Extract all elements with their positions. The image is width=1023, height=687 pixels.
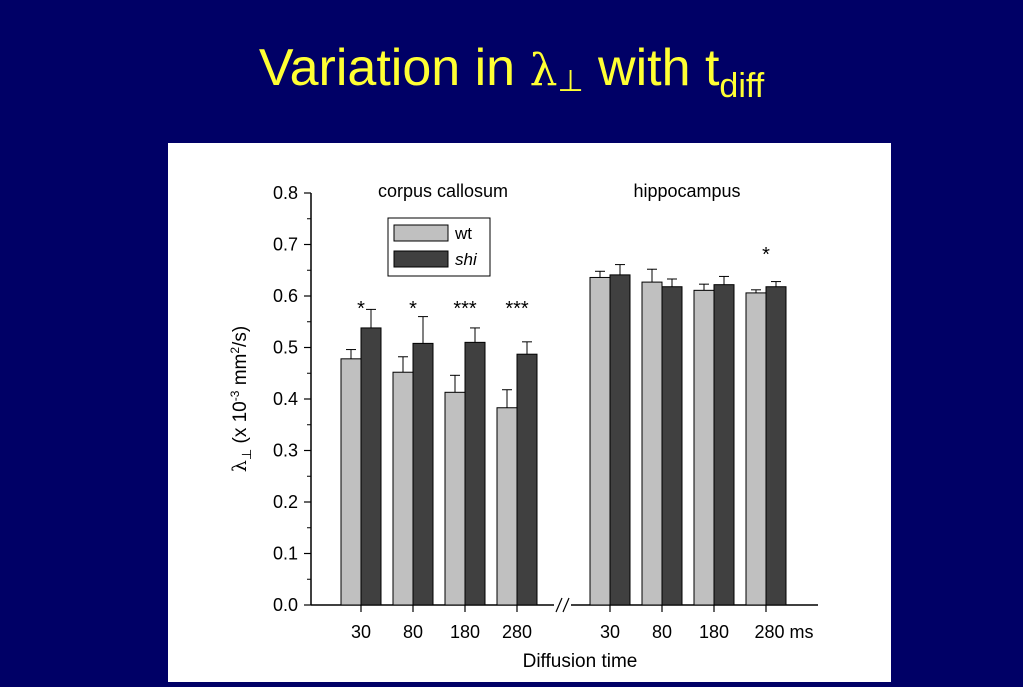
x-tick-label: 80 — [652, 622, 672, 642]
y-axis-label-part: (x 10 — [230, 401, 251, 449]
x-tick-label: 30 — [600, 622, 620, 642]
significance-mark: * — [409, 298, 417, 320]
x-tick-label: 30 — [351, 622, 371, 642]
y-axis-label-part: -3 — [228, 390, 242, 401]
y-tick-label: 0.0 — [273, 595, 298, 615]
x-tick-label: 180 — [699, 622, 729, 642]
title-text: Variation in — [258, 39, 530, 97]
bar-shi — [360, 327, 382, 606]
bar-shi — [661, 286, 683, 606]
x-axis-label: Diffusion time — [523, 651, 638, 672]
x-tick-label: 180 — [450, 622, 480, 642]
axis-break-mark — [562, 597, 570, 613]
title-perp: ⊥ — [557, 65, 584, 98]
legend-swatch-shi — [393, 250, 449, 268]
significance-mark: *** — [453, 298, 477, 320]
bar-shi — [765, 286, 787, 606]
bar-wt — [693, 289, 715, 606]
bar-shi — [713, 284, 735, 606]
bar-shi — [412, 342, 434, 606]
y-axis-label-part: /s) — [230, 326, 251, 347]
significance-mark: * — [357, 298, 365, 320]
bar-wt — [444, 391, 466, 606]
x-tick-label: 280 ms — [754, 622, 813, 642]
title-text-2: with t — [583, 39, 720, 97]
slide-title: Variation in λ⊥ with tdiff — [0, 38, 1023, 106]
y-tick-label: 0.3 — [273, 441, 298, 461]
x-tick-label: 280 — [502, 622, 532, 642]
bar-wt — [392, 371, 414, 606]
bar-wt — [589, 276, 611, 606]
x-tick-label: 80 — [403, 622, 423, 642]
y-tick-label: 0.2 — [273, 492, 298, 512]
y-tick-label: 0.4 — [273, 389, 298, 409]
bar-chart: 0.0 0.1 0.2 0.3 0.4 0.5 0.6 0.7 0.8 30 * 80 * 180 *** 2… — [228, 181, 818, 672]
significance-mark: *** — [505, 298, 529, 320]
group-label: corpus callosum — [378, 181, 508, 201]
y-tick-label: 0.1 — [273, 544, 298, 564]
bar-shi — [516, 353, 538, 606]
chart-panel: 0.0 0.1 0.2 0.3 0.4 0.5 0.6 0.7 0.8 30 * 80 * 180 *** 2… — [168, 143, 891, 682]
y-axis-label-part: ⊥ — [239, 449, 254, 460]
significance-mark: * — [762, 244, 770, 266]
y-axis-label: λ⊥ (x 10-3 mm2/s) — [228, 326, 254, 472]
y-tick-label: 0.8 — [273, 183, 298, 203]
bar-wt — [641, 281, 663, 606]
title-lambda: λ — [529, 45, 558, 96]
title-subscript: diff — [719, 67, 765, 105]
axis-break-mark — [555, 597, 563, 613]
bar-shi — [609, 274, 631, 606]
y-axis-label-part: λ — [229, 460, 251, 472]
legend-label-shi: shi — [455, 250, 478, 269]
y-axis-label-part: mm — [230, 354, 251, 391]
bar-shi — [464, 341, 486, 606]
y-tick-label: 0.5 — [273, 338, 298, 358]
bar-wt — [745, 292, 767, 606]
y-axis-label-part: 2 — [228, 347, 242, 354]
bar-wt — [340, 358, 362, 606]
group-label: hippocampus — [633, 181, 740, 201]
legend-label-wt: wt — [454, 224, 472, 243]
y-tick-label: 0.7 — [273, 235, 298, 255]
legend-swatch-wt — [393, 224, 449, 242]
bar-wt — [496, 407, 518, 606]
y-tick-label: 0.6 — [273, 286, 298, 306]
